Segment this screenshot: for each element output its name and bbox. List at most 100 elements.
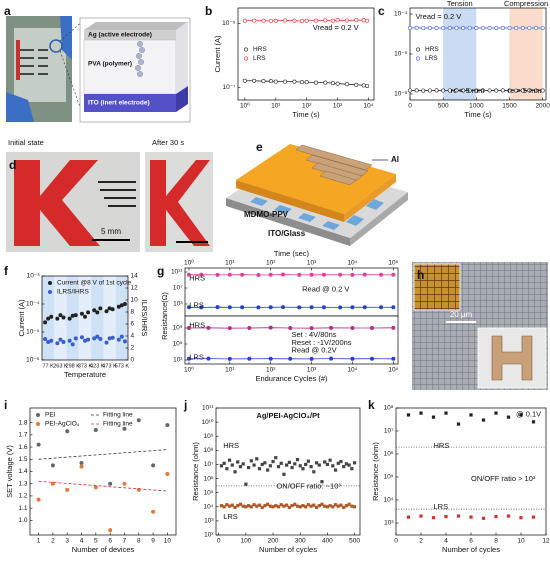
y-tick-label: 10⁶ (204, 475, 214, 482)
marker (292, 79, 297, 84)
y-tick-label: 10³ (204, 518, 214, 525)
marker (288, 325, 293, 330)
legend-label: HRS (425, 46, 439, 53)
marker (520, 88, 525, 93)
x-axis-label: Time (s) (464, 110, 492, 119)
marker (304, 462, 308, 467)
substrate-side (350, 192, 408, 246)
y2-tick-label: 14 (131, 273, 139, 280)
marker (295, 504, 300, 508)
marker (338, 305, 343, 310)
x-tick-label: 10⁴ (347, 367, 357, 374)
marker (320, 502, 324, 506)
x-axis-label: Number of devices (72, 545, 135, 554)
span (443, 8, 477, 100)
marker (301, 467, 305, 471)
electrode-rows (20, 49, 48, 75)
marker (110, 335, 115, 340)
marker (151, 463, 156, 468)
marker (55, 316, 60, 321)
y-tick-label: 10⁻⁵ (222, 20, 236, 27)
marker (98, 306, 103, 311)
panel-label: a (4, 4, 11, 18)
x-axis-label: Time (s) (292, 110, 320, 119)
x-tick-label: 6 (108, 538, 112, 545)
x-tick-label: 400 (322, 538, 333, 545)
marker (165, 423, 170, 428)
layer-label: ITO/Glass (268, 229, 306, 238)
marker (61, 315, 66, 320)
marker (122, 426, 127, 431)
marker (236, 460, 240, 464)
marker (480, 88, 485, 93)
x-tick-label: 10⁵ (388, 367, 398, 374)
y-tick-label: 1.1 (18, 505, 27, 512)
marker (309, 326, 314, 331)
marker (431, 415, 436, 419)
marker (288, 356, 293, 361)
marker (328, 458, 332, 462)
x-tick-label: 8 (137, 538, 141, 545)
marker (199, 305, 204, 310)
x-tick-label: 100 (240, 538, 251, 545)
marker (456, 514, 461, 518)
ag-layer (84, 30, 176, 40)
marker (338, 272, 343, 277)
ag-layer-top (84, 22, 188, 30)
marker (335, 18, 340, 23)
marker (227, 326, 232, 331)
marker (487, 88, 492, 93)
plot-area (185, 268, 398, 316)
marker (391, 305, 396, 310)
marker (122, 301, 127, 306)
y2-tick-label: 0 (131, 357, 135, 364)
panel-label: d (9, 158, 16, 172)
marker (36, 497, 41, 502)
scale-label: 20 μm (450, 310, 473, 319)
zoom-circle (49, 39, 63, 53)
marker (441, 26, 446, 31)
y-tick-label: 10³ (384, 520, 394, 527)
marker (514, 88, 519, 93)
marker (331, 505, 335, 509)
marker (469, 515, 473, 519)
x-tick-label: 10¹ (225, 367, 235, 374)
y-axis-label: Resistance(Ω) (160, 292, 169, 340)
marker (257, 467, 262, 471)
marker (342, 505, 346, 510)
marker (350, 356, 355, 361)
marker (309, 465, 313, 469)
y-tick-label: 10⁻⁶ (26, 357, 40, 364)
device (491, 335, 533, 381)
y-tick-label: 10⁴ (203, 503, 213, 510)
marker (344, 504, 349, 508)
plot-area (185, 316, 398, 364)
panel-label: h (417, 268, 424, 282)
panel-label: b (205, 4, 212, 18)
marker (309, 272, 314, 277)
marker (50, 463, 55, 468)
y-tick-label: 1.2 (18, 493, 27, 500)
marker (279, 461, 283, 465)
y-tick-label: 10⁷ (384, 428, 394, 435)
y-tick-label: 1.4 (18, 468, 27, 475)
marker (339, 459, 343, 464)
annotation: LRS (189, 300, 204, 309)
marker (95, 334, 100, 339)
panel-label: j (183, 398, 187, 412)
marker (247, 504, 251, 508)
x-tick-label: 10³ (307, 260, 317, 267)
legend-label: LRS (253, 55, 266, 62)
marker (309, 356, 314, 361)
marker (242, 18, 247, 23)
marker (361, 83, 366, 88)
marker (540, 26, 545, 31)
legend-marker (35, 421, 40, 426)
x-tick-label: 9 (151, 538, 155, 545)
marker (527, 25, 532, 30)
scale-label: 5 mm (101, 227, 121, 236)
marker (58, 313, 63, 318)
marker (461, 25, 466, 30)
marker (276, 465, 281, 469)
